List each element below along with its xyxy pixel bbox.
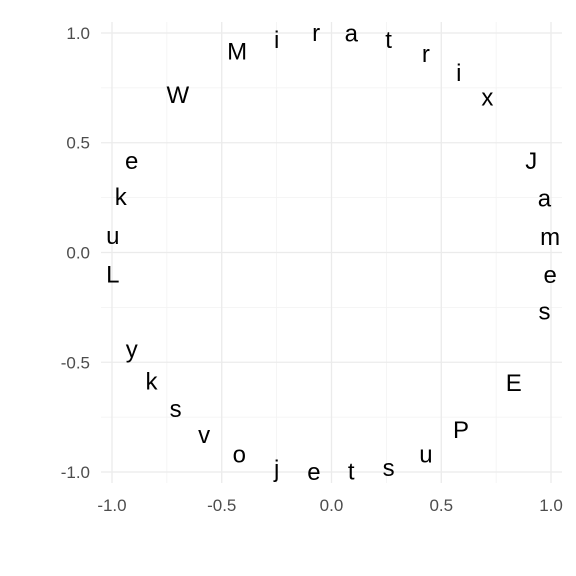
point-label: i [456, 60, 461, 87]
point-label: m [540, 224, 560, 251]
x-tick-label: 0.5 [429, 496, 453, 515]
point-label: a [538, 185, 552, 212]
point-label: M [227, 39, 247, 66]
point-label: k [145, 368, 158, 395]
point-label: t [348, 459, 355, 486]
point-label: u [419, 442, 432, 469]
y-tick-label: -0.5 [61, 353, 90, 372]
point-label: a [345, 20, 359, 47]
point-label: L [106, 262, 119, 289]
y-tick-label: 1.0 [66, 24, 90, 43]
point-label: x [481, 84, 493, 111]
point-label: u [106, 223, 119, 250]
point-label: y [126, 336, 138, 363]
point-label: r [422, 41, 430, 68]
x-tick-label: 0.0 [320, 496, 344, 515]
point-label: s [170, 396, 182, 423]
point-label: J [525, 148, 537, 175]
point-label: o [233, 442, 246, 469]
x-tick-label: -1.0 [97, 496, 126, 515]
x-tick-label: -0.5 [207, 496, 236, 515]
point-label: P [453, 417, 469, 444]
point-label: i [274, 27, 279, 54]
x-tick-label: 1.0 [539, 496, 563, 515]
point-label: e [125, 148, 138, 175]
point-label: e [307, 459, 320, 486]
point-label: j [273, 456, 279, 483]
point-label: E [506, 370, 522, 397]
y-tick-label: 0.0 [66, 244, 90, 263]
point-label: s [383, 455, 395, 482]
point-label: e [543, 262, 556, 289]
point-label: r [312, 20, 320, 47]
y-tick-label: 0.5 [66, 134, 90, 153]
point-label: s [538, 298, 550, 325]
point-label: k [115, 184, 128, 211]
point-label: t [385, 27, 392, 54]
point-label: W [167, 82, 190, 109]
y-tick-label: -1.0 [61, 463, 90, 482]
point-label: v [198, 422, 210, 449]
